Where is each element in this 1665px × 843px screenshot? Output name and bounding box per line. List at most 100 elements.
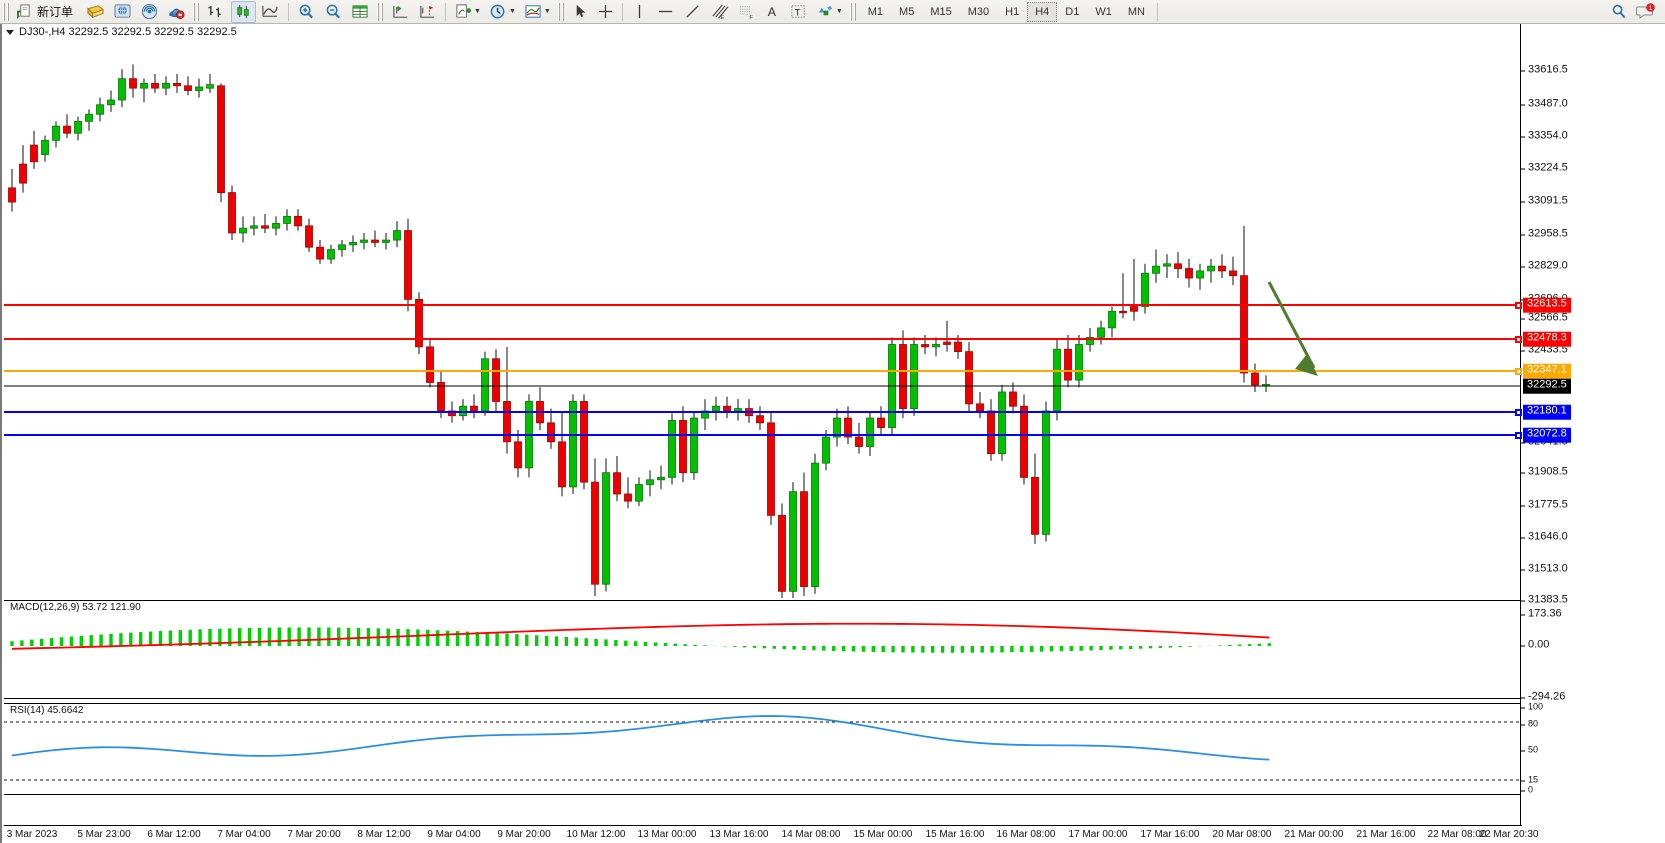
rsi-scale-label: 15 (1521, 775, 1538, 785)
metaeditor-button[interactable] (83, 1, 108, 23)
svg-text:A: A (768, 5, 777, 19)
svg-text:T: T (795, 7, 801, 18)
price-scale[interactable]: 33616.5 33487.0 33354.0 33224.5 33091.5 32958… (1515, 24, 1665, 843)
price-tick-label: 31775.5 (1521, 499, 1568, 511)
indicators-button[interactable]: ▼ (451, 1, 484, 23)
equidistant-channel-icon: E (712, 4, 729, 20)
trendline-button[interactable] (680, 1, 705, 23)
text-button[interactable]: A (761, 1, 784, 23)
indicators-caret[interactable]: ▼ (474, 8, 481, 15)
timeframe-m30[interactable]: M30 (967, 5, 990, 18)
text-label-button[interactable]: T (786, 1, 811, 23)
signals-button[interactable] (137, 1, 162, 23)
fibonacci-button[interactable]: F (734, 1, 759, 23)
bar-chart-icon (208, 5, 221, 18)
chart-collapse-icon[interactable] (6, 29, 14, 35)
new-order-button[interactable]: 新订单 (14, 1, 81, 23)
search-button[interactable] (1607, 1, 1631, 23)
zoom-in-button[interactable] (294, 1, 319, 23)
candlestick-chart-button[interactable] (231, 0, 257, 23)
support-level-1[interactable]: 32180.1 (1523, 404, 1571, 420)
chart-window[interactable]: DJ30-,H4 32292.5 32292.5 32292.5 32292.5 (0, 24, 1665, 843)
shapes-button[interactable]: ▼ (813, 1, 846, 23)
current-price-badge[interactable]: 32292.5 (1523, 378, 1571, 394)
resistance-level-2[interactable]: 32478.3 (1523, 331, 1571, 347)
cursor-button[interactable] (569, 1, 592, 23)
bearish-arrow-annotation[interactable] (1267, 281, 1318, 376)
timeframe-m15[interactable]: M15 (930, 5, 952, 18)
candlestick-series (8, 64, 1270, 598)
toolbar-separator-1 (288, 2, 290, 21)
data-window-button[interactable] (348, 1, 373, 23)
equidistant-channel-button[interactable]: E (707, 1, 732, 23)
timeframe-h1[interactable]: H1 (1005, 5, 1020, 18)
template-icon (525, 5, 541, 18)
mql5-community-button[interactable] (110, 1, 135, 23)
timeframe-m5[interactable]: M5 (899, 5, 915, 18)
hat-red-icon (169, 8, 185, 20)
time-tick-label: 17 Mar 16:00 (1140, 829, 1200, 840)
time-tick-label: 9 Mar 20:00 (497, 829, 551, 840)
resistance-level-1[interactable]: 32613.5 (1523, 297, 1571, 313)
toolbar-grip-4[interactable] (557, 2, 565, 21)
macd-pane[interactable]: MACD(12,26,9) 53.72 121.90 (4, 600, 1522, 699)
templates-caret[interactable]: ▼ (543, 8, 551, 15)
timeframe-w1[interactable]: W1 (1095, 5, 1112, 18)
price-chart-svg[interactable] (4, 24, 1522, 598)
rsi-indicator-label[interactable]: RSI(14) 45.6642 (8, 705, 86, 716)
chart-header: DJ30-,H4 32292.5 32292.5 32292.5 32292.5 (2, 24, 237, 40)
shapes-caret[interactable]: ▼ (835, 8, 843, 15)
periods-button[interactable]: ▼ (486, 1, 519, 23)
timeframe-h4[interactable]: H4 (1027, 1, 1058, 22)
chart-shift-button[interactable] (415, 1, 440, 23)
time-scale[interactable]: 3 Mar 2023 5 Mar 23:00 6 Mar 12:00 7 Mar 04… (4, 825, 1538, 843)
toolbar-grip-3[interactable] (377, 2, 385, 21)
time-tick-label: 22 Mar 20:30 (1479, 829, 1539, 840)
vertical-line-icon (638, 4, 640, 19)
macd-indicator-label[interactable]: MACD(12,26,9) 53.72 121.90 (8, 602, 143, 613)
pivot-level[interactable]: 32347.1 (1523, 363, 1571, 379)
text-label-icon: T (791, 5, 805, 18)
toolbar-grip[interactable] (3, 2, 10, 21)
rsi-scale-label: 0 (1521, 785, 1533, 795)
resistance-level-2-handle[interactable] (1515, 336, 1522, 343)
zoom-out-button[interactable] (321, 1, 346, 23)
time-tick-label: 15 Mar 00:00 (853, 829, 913, 840)
periods-caret[interactable]: ▼ (508, 8, 516, 15)
price-tick-label: 32433.5 (1521, 344, 1568, 356)
timeframe-d1[interactable]: D1 (1065, 5, 1080, 18)
chart-title: DJ30-,H4 32292.5 32292.5 32292.5 32292.5 (19, 26, 237, 38)
timeframe-m1[interactable]: M1 (867, 5, 884, 18)
autotrading-button[interactable] (164, 1, 189, 23)
pivot-level-handle[interactable] (1515, 368, 1522, 375)
horizontal-line-button[interactable] (653, 1, 678, 23)
resistance-level-1-handle[interactable] (1515, 302, 1522, 309)
time-tick-label: 21 Mar 00:00 (1284, 829, 1344, 840)
rsi-line (11, 715, 1270, 761)
notifications-button[interactable]: 1 (1633, 1, 1659, 23)
price-tick-label: 33354.0 (1521, 130, 1568, 142)
crosshair-button[interactable] (594, 1, 617, 23)
rsi-pane[interactable]: RSI(14) 45.6642 (4, 703, 1522, 795)
time-tick-label: 21 Mar 16:00 (1356, 829, 1416, 840)
price-tick-label: 33091.5 (1521, 195, 1568, 207)
new-order-label: 新订单 (37, 5, 74, 19)
support-level-2-handle[interactable] (1515, 432, 1522, 439)
price-pane[interactable] (4, 24, 1522, 598)
bar-chart-button[interactable] (204, 1, 229, 23)
time-tick-label: 6 Mar 12:00 (147, 829, 201, 840)
templates-button[interactable]: ▼ (521, 1, 554, 23)
support-level-1-handle[interactable] (1515, 409, 1522, 416)
toolbar-separator-4 (1156, 2, 1158, 21)
timeframe-mn[interactable]: MN (1127, 5, 1145, 18)
svg-text:E: E (720, 15, 724, 20)
horizontal-level-lines[interactable] (4, 304, 1522, 436)
toolbar-grip-2[interactable] (193, 2, 201, 21)
vertical-line-button[interactable] (628, 1, 651, 23)
auto-scroll-button[interactable] (388, 1, 413, 23)
line-chart-button[interactable] (258, 1, 283, 23)
shapes-icon (818, 5, 832, 16)
price-tick-label: 33487.0 (1521, 98, 1568, 110)
support-level-2[interactable]: 32072.8 (1523, 427, 1571, 443)
toolbar-grip-5[interactable] (849, 2, 857, 21)
